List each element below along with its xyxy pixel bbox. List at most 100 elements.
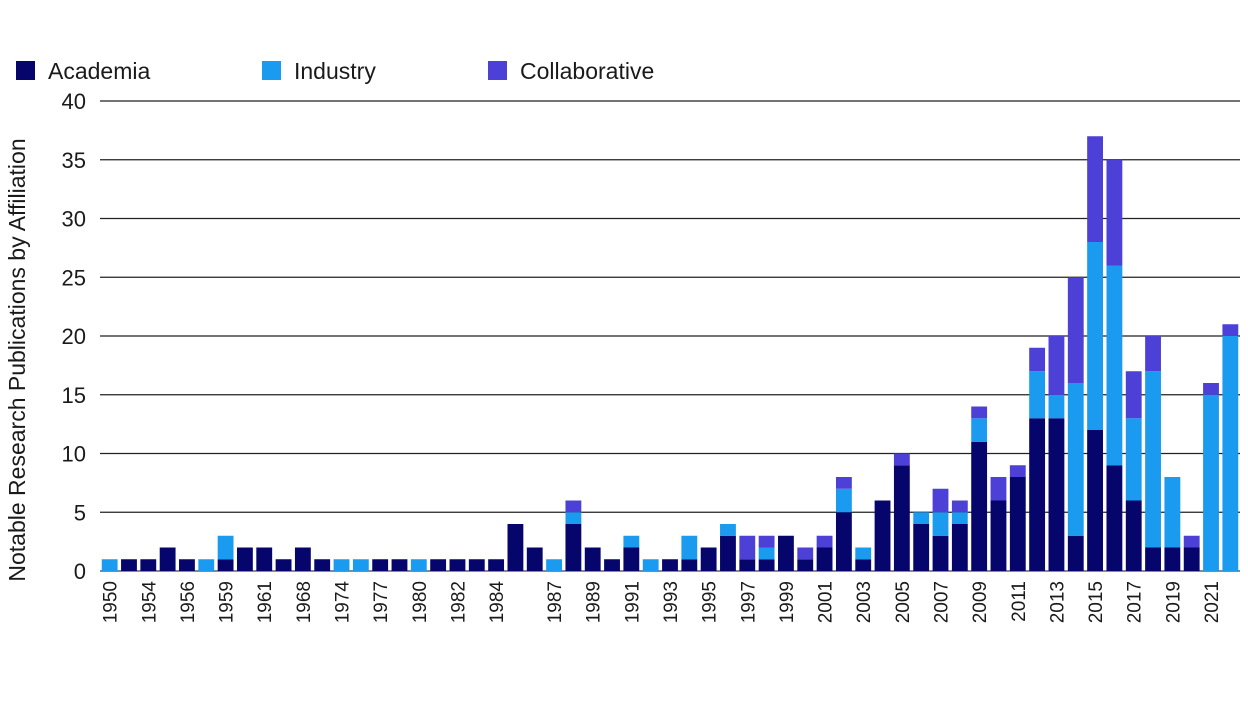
- bar-academia-2019: [1164, 547, 1181, 571]
- x-tick-label: 2017: [1125, 581, 1146, 623]
- bar-collaborative-1988: [565, 500, 582, 513]
- bar-academia-2014: [1067, 535, 1084, 571]
- x-tick-label: 1991: [622, 581, 643, 623]
- bar-academia-2005: [893, 465, 910, 571]
- legend-swatch-collaborative: [488, 61, 507, 80]
- y-tick-label: 20: [62, 324, 86, 349]
- bar-collaborative-2015: [1087, 136, 1103, 242]
- gridlines: [100, 100, 1240, 572]
- bar-academia-1997: [739, 559, 756, 571]
- bar-academia-1955: [159, 547, 176, 571]
- bar-academia-1984: [488, 559, 505, 571]
- bar-academia-2010: [990, 500, 1007, 571]
- bar-academia-2011: [1009, 477, 1026, 571]
- bar-academia-1989: [584, 547, 601, 571]
- bar-industry-2016: [1106, 265, 1123, 466]
- bar-academia-2016: [1106, 465, 1123, 571]
- legend: Academia Industry Collaborative: [16, 58, 654, 84]
- y-tick-label: 15: [62, 383, 86, 408]
- x-tick-label: 1950: [101, 581, 122, 623]
- bar-industry-2006: [913, 512, 930, 524]
- x-tick-label: 1974: [333, 581, 354, 624]
- y-tick-label: 30: [62, 207, 86, 232]
- bar-industry-2017: [1125, 418, 1142, 501]
- bar-academia-1981: [430, 559, 447, 571]
- y-tick-label: 25: [62, 265, 86, 290]
- bar-industry-1996: [720, 524, 736, 536]
- bar-academia-1990: [604, 559, 620, 571]
- bar-academia-1968: [294, 547, 311, 571]
- bar-industry-2008: [951, 512, 968, 524]
- bar-academia-2020: [1183, 547, 1200, 571]
- bar-industry-1974: [333, 559, 350, 571]
- bar-academia-2013: [1048, 418, 1065, 571]
- bar-industry-1992: [642, 559, 659, 571]
- bar-academia-2015: [1087, 430, 1103, 571]
- bar-collaborative-2018: [1145, 336, 1161, 372]
- bar-academia-1994: [681, 559, 698, 571]
- bar-industry-2007: [932, 512, 949, 536]
- x-tick-label: 2005: [893, 581, 914, 623]
- bar-academia-2008: [951, 524, 968, 571]
- bar-academia-1960: [236, 547, 253, 571]
- x-tick-label: 2021: [1202, 581, 1223, 623]
- x-tick-label: 1997: [738, 581, 759, 623]
- bar-industry-2018: [1145, 371, 1161, 548]
- bar-industry-2013: [1048, 394, 1065, 419]
- bar-industry-1959: [217, 535, 234, 560]
- bar-collaborative-2011: [1009, 465, 1026, 477]
- y-tick-label: 5: [74, 500, 86, 525]
- bar-academia-2003: [855, 559, 872, 571]
- bar-industry-1976: [352, 559, 369, 571]
- bar-academia-1985: [507, 524, 524, 571]
- bar-academia-1979: [391, 559, 408, 571]
- bar-collaborative-2002: [835, 477, 852, 489]
- bar-academia-1982: [449, 559, 466, 571]
- bar-industry-1988: [565, 512, 582, 524]
- bar-collaborative-1998: [758, 535, 775, 548]
- bar-academia-1961: [256, 547, 273, 571]
- bar-industry-2002: [835, 488, 852, 513]
- bar-collaborative-2016: [1106, 159, 1123, 266]
- x-tick-label: 2015: [1086, 581, 1107, 623]
- x-tick-label: 1956: [178, 581, 199, 623]
- bar-academia-2006: [913, 524, 930, 571]
- x-tick-label: 1959: [217, 581, 238, 623]
- bar-industry-2015: [1087, 242, 1103, 430]
- bar-academia-2001: [816, 547, 833, 571]
- bar-collaborative-2009: [971, 406, 988, 419]
- legend-swatch-industry: [262, 61, 281, 80]
- bar-academia-1995: [700, 547, 717, 571]
- bar-collaborative-2020: [1183, 535, 1200, 548]
- x-tick-label: 1999: [777, 581, 798, 623]
- bar-academia-1986: [526, 547, 543, 571]
- bar-academia-2018: [1145, 547, 1161, 571]
- bar-academia-1999: [778, 535, 794, 571]
- x-tick-label: 2001: [816, 581, 837, 623]
- bar-academia-2002: [835, 512, 852, 571]
- bar-collaborative-2005: [893, 453, 910, 466]
- bar-industry-2014: [1067, 383, 1084, 536]
- bar-academia-2000: [797, 559, 814, 571]
- x-tick-label: 1995: [700, 581, 721, 623]
- bar-academia-1952: [121, 559, 137, 571]
- bar-collaborative-2022: [1222, 324, 1239, 336]
- y-axis: 0 5 10 15 20 25 30 35 40: [62, 89, 86, 584]
- bar-collaborative-2007: [932, 488, 949, 513]
- bar-academia-1988: [565, 524, 582, 571]
- bar-academia-1991: [623, 547, 640, 571]
- x-tick-label: 1984: [487, 581, 508, 624]
- x-tick-label: 1977: [371, 581, 392, 623]
- bar-collaborative-2000: [797, 547, 814, 560]
- bar-collaborative-1997: [739, 535, 756, 560]
- legend-label-industry: Industry: [294, 58, 376, 84]
- y-tick-label: 0: [74, 559, 86, 584]
- bar-collaborative-2014: [1067, 277, 1084, 383]
- x-tick-label: 2013: [1047, 581, 1068, 623]
- bar-academia-1956: [179, 559, 195, 571]
- y-tick-label: 35: [62, 148, 86, 173]
- x-tick-label: 1989: [584, 581, 605, 623]
- bar-industry-2019: [1164, 477, 1181, 548]
- x-tick-label: 2003: [854, 581, 875, 623]
